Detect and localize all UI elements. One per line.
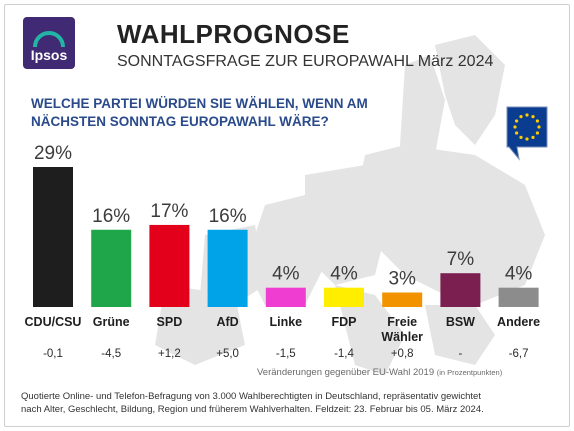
category-label: Andere <box>497 315 540 329</box>
footer-line-1: Quotierte Online- und Telefon-Befragung … <box>21 391 481 402</box>
bar-4 <box>207 229 248 307</box>
eu-star <box>531 135 535 139</box>
change-note-unit: (in Prozentpunkten) <box>436 368 503 377</box>
eu-star <box>519 135 523 139</box>
value-label: 7% <box>447 249 475 270</box>
bar-chart: 29% CDU/CSU -0,1 16% Grüne -4,5 17% SPD +1,2 16% A… <box>25 143 541 360</box>
logo-text: Ipsos <box>30 47 68 63</box>
category-label: Linke <box>269 315 302 329</box>
bar-2 <box>91 229 132 307</box>
methodology-footer: Quotierte Online- und Telefon-Befragung … <box>21 390 561 416</box>
category-label: BSW <box>446 315 475 329</box>
question-line-2: NÄCHSTEN SONNTAG EUROPAWAHL WÄRE? <box>31 114 329 129</box>
eu-star <box>515 119 519 123</box>
bar-6 <box>324 287 364 307</box>
category-label: Freie <box>387 315 417 329</box>
change-label: -0,1 <box>43 348 63 360</box>
eu-star <box>537 125 541 129</box>
eu-star <box>535 131 539 135</box>
eu-star <box>525 137 529 141</box>
bar-9 <box>498 287 539 307</box>
change-label: -1,5 <box>276 348 296 360</box>
value-label: 3% <box>388 269 416 290</box>
eu-star <box>531 115 535 119</box>
value-label: 4% <box>330 264 358 285</box>
bar-3 <box>149 224 190 307</box>
page-title: WAHLPROGNOSE <box>117 19 350 49</box>
eu-flag-speech-icon <box>506 106 548 161</box>
survey-question: WELCHE PARTEI WÜRDEN SIE WÄHLEN, WENN AM… <box>31 95 371 131</box>
bar-5 <box>265 287 306 307</box>
bar-8 <box>440 273 481 307</box>
value-label: 4% <box>272 264 300 285</box>
value-label: 4% <box>505 264 533 285</box>
value-label: 16% <box>209 206 247 227</box>
value-label: 29% <box>34 143 72 164</box>
category-label: SPD <box>157 315 183 329</box>
logo-arc-icon <box>33 31 65 48</box>
question-line-1: WELCHE PARTEI WÜRDEN SIE WÄHLEN, WENN AM <box>31 96 368 111</box>
change-label: +5,0 <box>216 348 239 360</box>
change-note: Veränderungen gegenüber EU-Wahl 2019 (in… <box>257 367 502 378</box>
page-subtitle: SONNTAGSFRAGE ZUR EUROPAWAHL März 2024 <box>117 53 494 70</box>
eu-star <box>513 125 517 129</box>
ipsos-logo: Ipsos <box>23 17 75 69</box>
value-label: 16% <box>92 206 130 227</box>
category-label: AfD <box>216 315 238 329</box>
category-label: FDP <box>332 315 357 329</box>
footer-line-2: nach Alter, Geschlecht, Bildung, Region … <box>21 404 484 415</box>
infographic: Ipsos WAHLPROGNOSE SONNTAGSFRAGE ZUR EUR… <box>4 4 570 427</box>
value-label: 17% <box>150 201 188 222</box>
category-label: CDU/CSU <box>25 315 82 329</box>
eu-star <box>515 131 519 135</box>
eu-star <box>525 113 529 117</box>
change-label: - <box>458 348 462 360</box>
eu-star <box>519 115 523 119</box>
bar-7 <box>382 292 423 307</box>
change-label: -6,7 <box>509 348 529 360</box>
change-label: -4,5 <box>101 348 121 360</box>
change-label: -1,4 <box>334 348 354 360</box>
change-note-text: Veränderungen gegenüber EU-Wahl 2019 <box>257 367 435 378</box>
category-label: Wähler <box>381 330 423 344</box>
bar-1 <box>33 167 73 307</box>
change-label: +1,2 <box>158 348 181 360</box>
eu-star <box>535 119 539 123</box>
category-label: Grüne <box>93 315 130 329</box>
change-label: +0,8 <box>391 348 414 360</box>
